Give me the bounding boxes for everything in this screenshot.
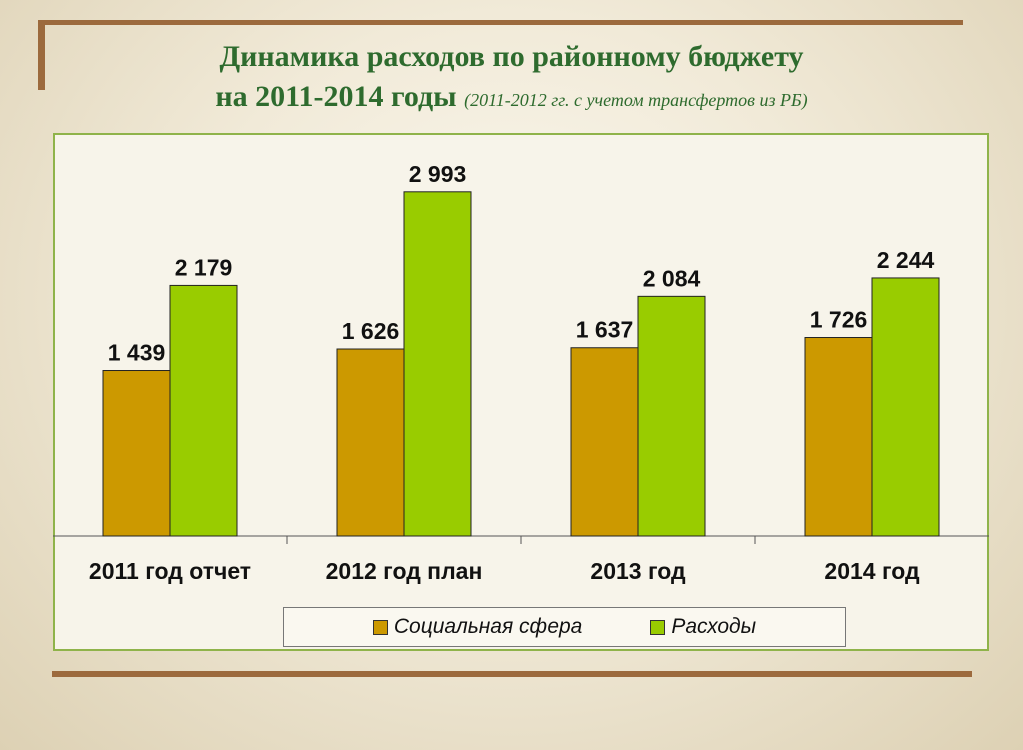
bar-expenses [169, 284, 238, 537]
bar-expenses [403, 191, 472, 537]
decorative-bottom-bar [52, 671, 972, 677]
chart-title-line2: на 2011-2014 годы (2011-2012 гг. с учето… [0, 80, 1023, 114]
legend-label-expenses: Расходы [671, 615, 757, 638]
bar-social [804, 337, 873, 537]
data-label: 1 626 [342, 318, 400, 344]
category-label: 2012 год план [326, 558, 483, 584]
legend-swatch-social [372, 619, 388, 635]
category-label: 2013 год [590, 558, 686, 584]
bar-expenses [637, 295, 706, 537]
legend-item-social: Социальная сфера [372, 615, 583, 639]
data-label: 1 439 [108, 340, 166, 366]
bar-expenses [871, 277, 940, 537]
legend: Социальная сфера Расходы [283, 607, 846, 647]
legend-label-social: Социальная сфера [393, 615, 583, 638]
data-label: 1 726 [810, 307, 868, 333]
bar-social [570, 347, 639, 537]
category-label: 2011 год отчет [89, 558, 251, 584]
legend-swatch-expenses [650, 619, 666, 635]
chart-title-years: на 2011-2014 годы [215, 80, 457, 113]
decorative-left-bar [38, 20, 45, 90]
category-label: 2014 год [824, 558, 920, 584]
data-label: 2 084 [643, 265, 701, 291]
bar-social [336, 348, 405, 537]
chart-title: Динамика расходов по районному бюджету [219, 40, 804, 73]
chart-subtitle: (2011-2012 гг. с учетом трансфертов из Р… [464, 90, 808, 110]
data-label: 1 637 [576, 317, 634, 343]
data-label: 2 244 [877, 247, 935, 273]
data-label: 2 993 [409, 161, 467, 187]
legend-item-expenses: Расходы [650, 615, 756, 639]
decorative-top-bar [38, 20, 963, 25]
data-label: 2 179 [175, 254, 233, 280]
bar-social [102, 370, 171, 537]
